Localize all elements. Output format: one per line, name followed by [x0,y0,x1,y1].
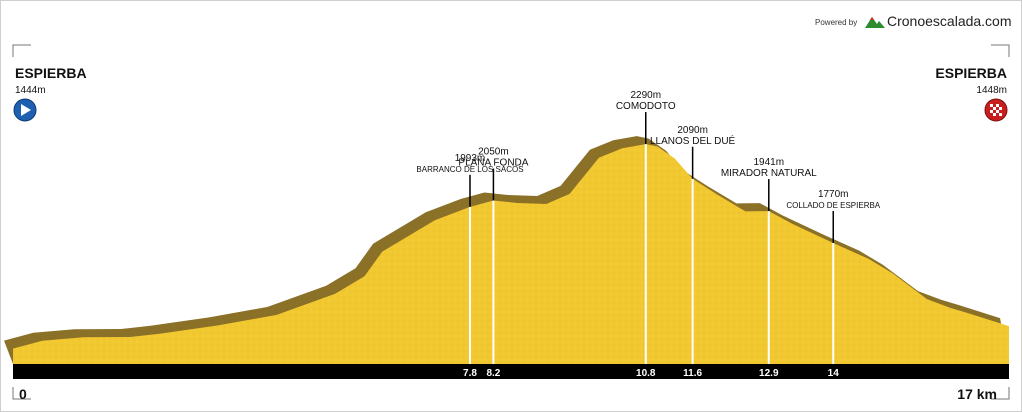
waypoint-elevation-label: 2290m [630,90,661,101]
km-labels: 7.8 8.2 10.8 11.6 12.9 14 [463,368,839,379]
axis-end-label: 17 km [957,386,997,402]
distance-axis-bar [13,364,1009,379]
mountain-logo-icon [865,17,885,28]
brand-name: Cronoescalada.com [887,13,1012,29]
finish-name: ESPIERBA [935,65,1007,81]
waypoint-name-label: LLANOS DEL DUÉ [650,134,736,147]
finish-elevation: 1448m [976,85,1007,96]
brand[interactable]: Cronoescalada.com [865,13,1012,29]
profile-texture [13,144,1009,364]
waypoint-name-label: PLANA FONDA [458,158,528,169]
start-name: ESPIERBA [15,65,87,81]
waypoint-elevation-label: 1941m [753,157,784,168]
waypoint-name-label: MIRADOR NATURAL [721,168,817,179]
waypoint-elevation-label: 2050m [478,147,509,158]
waypoint-elevation-label: 2090m [677,125,708,136]
checkered-finish-icon[interactable] [984,98,1008,122]
powered-by-label: Powered by [815,18,858,27]
waypoint-name-label: COMODOTO [616,101,676,112]
start-elevation: 1444m [15,85,46,96]
waypoint-name-label: BARRANCO DE LOS SACOS [416,165,523,174]
waypoint-km-label: 12.9 [759,368,779,379]
axis-start-label: 0 [19,386,27,402]
waypoint-km-label: 11.6 [683,368,702,379]
waypoint-name-label: COLLADO DE ESPIERBA [786,201,880,210]
play-start-icon[interactable] [13,98,37,122]
waypoint-elevation-label: 1993m [455,153,486,164]
waypoint-km-label: 8.2 [486,368,500,379]
corner-brackets [12,44,1010,400]
waypoint-km-label: 10.8 [636,368,656,379]
waypoint-elevation-label: 1770m [818,189,849,200]
waypoint-km-label: 7.8 [463,368,477,379]
waypoint-lines [468,112,835,364]
waypoint-km-label: 14 [828,368,840,379]
